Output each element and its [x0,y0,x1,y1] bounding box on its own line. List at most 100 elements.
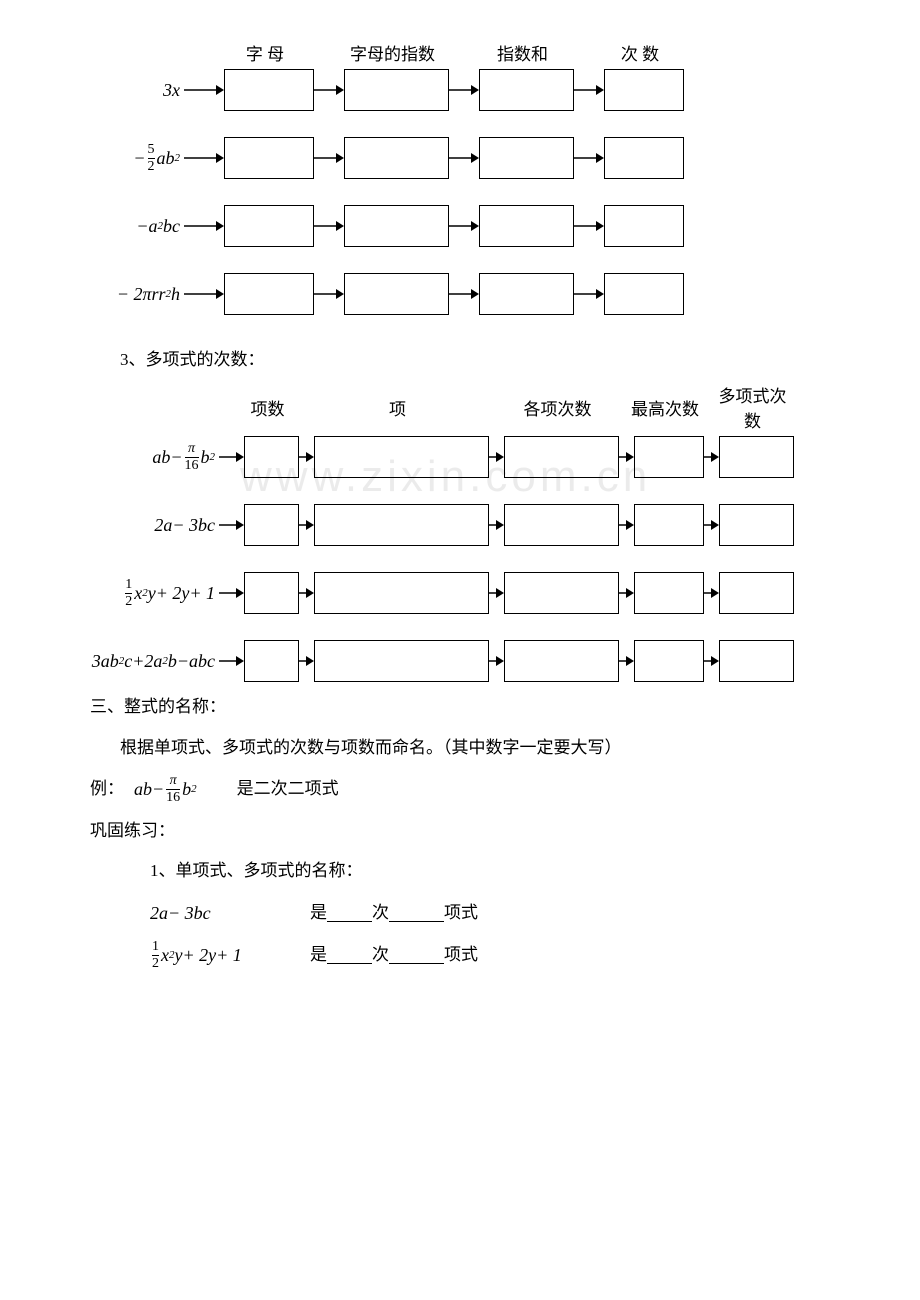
answer-box[interactable] [344,205,449,247]
answer-box[interactable] [719,572,794,614]
example-answer: 是二次二项式 [237,774,339,805]
table-row: −a2bc [60,205,860,247]
arrow-icon [219,587,244,599]
answer-box[interactable] [344,273,449,315]
arrow-icon [449,84,479,96]
t1-h2: 指数和 [475,40,570,65]
answer-box[interactable] [604,205,684,247]
row-expression: ab − π16b2 [60,442,219,473]
answer-box[interactable] [479,137,574,179]
arrow-icon [184,84,224,96]
answer-box[interactable] [479,69,574,111]
answer-box[interactable] [634,436,704,478]
text: 是 [310,940,327,971]
answer-box[interactable] [504,572,619,614]
arrow-icon [574,152,604,164]
section3-desc: 根据单项式、多项式的次数与项数而命名。（其中数字一定要大写） [120,733,860,764]
answer-box[interactable] [634,640,704,682]
answer-box[interactable] [719,504,794,546]
row-expression: −52ab2 [60,143,184,174]
answer-box[interactable] [224,273,314,315]
answer-box[interactable] [224,69,314,111]
row-expression: 12x2y + 2y + 1 [60,578,219,609]
answer-box[interactable] [634,504,704,546]
arrow-icon [299,587,314,599]
answer-box[interactable] [719,640,794,682]
arrow-icon [219,655,244,667]
table2: 项数 项 各项次数 最高次数 多项式次数 ab − π16b22a − 3bc1… [60,382,860,682]
t1-h3: 次 数 [600,40,680,65]
heading-polynomial-degree: 3、多项式的次数： [120,345,860,370]
answer-box[interactable] [604,69,684,111]
arrow-icon [704,655,719,667]
table-row: −52ab2 [60,137,860,179]
table-row: 3ab2c+2a2b−abc [60,640,860,682]
text: 项式 [444,898,478,929]
arrow-icon [489,655,504,667]
answer-box[interactable] [634,572,704,614]
example-line: 例： ab − π16b2 是二次二项式 [90,773,860,805]
answer-box[interactable] [504,504,619,546]
answer-box[interactable] [479,273,574,315]
table-row: − 2πrr2h [60,273,860,315]
text: 是 [310,898,327,929]
answer-box[interactable] [504,640,619,682]
t2-h1: 项 [310,395,485,420]
t2-h3: 最高次数 [630,395,700,420]
text: 次 [372,898,389,929]
answer-box[interactable] [604,137,684,179]
arrow-icon [449,152,479,164]
arrow-icon [184,288,224,300]
arrow-icon [489,451,504,463]
arrow-icon [489,519,504,531]
arrow-icon [449,288,479,300]
answer-box[interactable] [244,572,299,614]
arrow-icon [299,655,314,667]
arrow-icon [314,220,344,232]
arrow-icon [314,288,344,300]
fill-blank[interactable] [327,904,372,922]
arrow-icon [704,587,719,599]
arrow-icon [314,84,344,96]
answer-box[interactable] [224,137,314,179]
fill-blank[interactable] [389,946,444,964]
arrow-icon [489,587,504,599]
row-expression: −a2bc [60,216,184,237]
answer-box[interactable] [344,137,449,179]
answer-box[interactable] [479,205,574,247]
table-row: ab − π16b2 [60,436,860,478]
row-expression: 3ab2c+2a2b−abc [60,651,219,672]
arrow-icon [619,451,634,463]
arrow-icon [184,152,224,164]
fill-blank[interactable] [327,946,372,964]
answer-box[interactable] [244,640,299,682]
answer-box[interactable] [314,572,489,614]
fill-blank[interactable] [389,904,444,922]
t2-h0: 项数 [240,395,295,420]
answer-box[interactable] [314,640,489,682]
answer-box[interactable] [314,436,489,478]
row-expression: 2a − 3bc [60,515,219,536]
text: 次 [372,940,389,971]
table1-header-row: 字 母 字母的指数 指数和 次 数 [60,40,860,65]
practice-title: 巩固练习： [90,816,860,847]
t2-h4: 多项式次数 [715,382,790,432]
arrow-icon [574,84,604,96]
arrow-icon [184,220,224,232]
table-row: 3x [60,69,860,111]
arrow-icon [299,451,314,463]
arrow-icon [704,519,719,531]
practice-sub: 1、单项式、多项式的名称： [150,856,860,887]
text: 项式 [444,940,478,971]
answer-box[interactable] [604,273,684,315]
answer-box[interactable] [344,69,449,111]
answer-box[interactable] [314,504,489,546]
answer-box[interactable] [244,504,299,546]
answer-box[interactable] [224,205,314,247]
table-row: 2a − 3bc [60,504,860,546]
answer-box[interactable] [719,436,794,478]
answer-box[interactable] [504,436,619,478]
t1-h1: 字母的指数 [340,40,445,65]
practice-expression: 2a − 3bc [150,897,310,929]
answer-box[interactable] [244,436,299,478]
